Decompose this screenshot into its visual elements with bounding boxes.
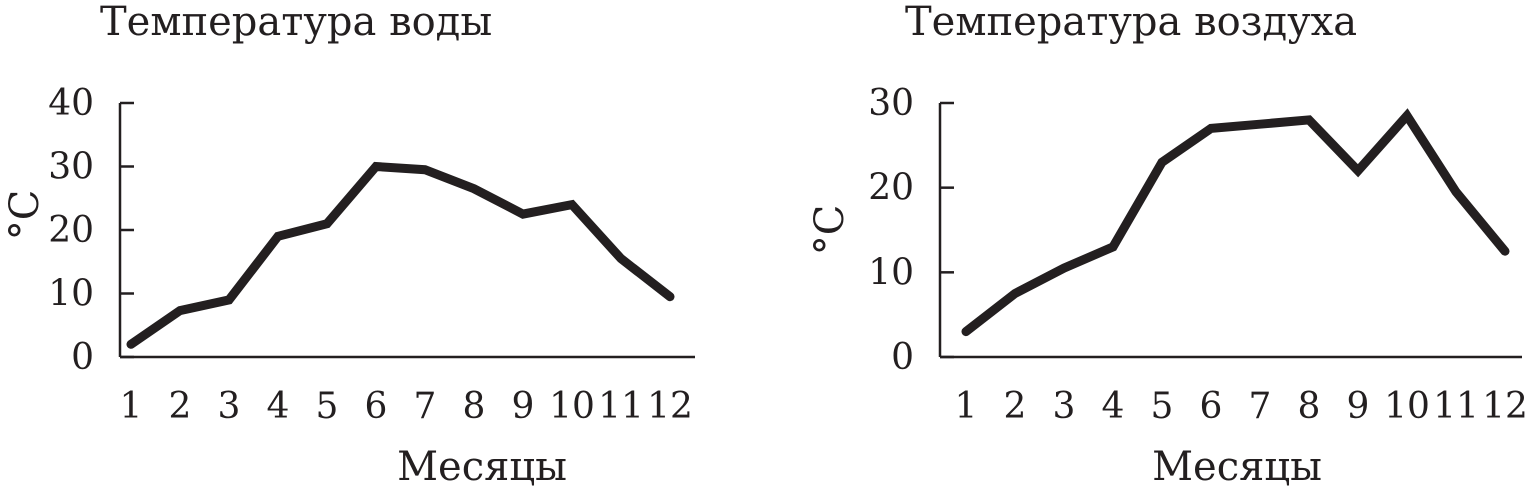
x-tick-label: 1 bbox=[955, 386, 978, 427]
x-tick-label: 3 bbox=[218, 386, 241, 427]
x-tick-label: 6 bbox=[365, 386, 388, 427]
x-tick-label: 5 bbox=[1151, 386, 1174, 427]
y-tick-label: 10 bbox=[48, 274, 94, 315]
x-tick-label: 12 bbox=[647, 386, 693, 427]
y-tick-label: 30 bbox=[868, 83, 914, 124]
x-tick-label: 9 bbox=[512, 386, 535, 427]
y-tick-label: 20 bbox=[48, 210, 94, 251]
y-tick-label: 30 bbox=[48, 147, 94, 188]
x-tick-label: 1 bbox=[120, 386, 143, 427]
y-axis-label: °C bbox=[807, 205, 853, 256]
x-tick-label: 11 bbox=[1433, 386, 1479, 427]
x-axis-label: Месяцы bbox=[397, 444, 567, 490]
x-tick-label: 2 bbox=[169, 386, 192, 427]
y-tick-label: 20 bbox=[868, 168, 914, 209]
x-axis-label: Месяцы bbox=[1152, 444, 1322, 490]
chart-title: Температура воздуха bbox=[905, 0, 1357, 45]
series-line bbox=[961, 108, 1510, 337]
x-tick-label: 4 bbox=[267, 386, 290, 427]
x-tick-label: 9 bbox=[1347, 386, 1370, 427]
y-tick-label: 0 bbox=[71, 337, 94, 378]
y-axis-label: °C bbox=[2, 190, 48, 241]
x-tick-label: 8 bbox=[463, 386, 486, 427]
x-tick-label: 7 bbox=[414, 386, 437, 427]
x-tick-label: 10 bbox=[549, 386, 595, 427]
x-tick-label: 3 bbox=[1053, 386, 1076, 427]
series-line bbox=[126, 161, 675, 349]
x-tick-label: 8 bbox=[1298, 386, 1321, 427]
x-tick-label: 7 bbox=[1249, 386, 1272, 427]
x-tick-label: 11 bbox=[598, 386, 644, 427]
x-tick-label: 4 bbox=[1102, 386, 1125, 427]
y-tick-label: 40 bbox=[48, 83, 94, 124]
x-tick-label: 10 bbox=[1384, 386, 1430, 427]
y-tick-label: 10 bbox=[868, 252, 914, 293]
x-tick-label: 2 bbox=[1004, 386, 1027, 427]
x-tick-label: 5 bbox=[316, 386, 339, 427]
x-tick-label: 6 bbox=[1200, 386, 1223, 427]
y-tick-label: 0 bbox=[891, 337, 914, 378]
x-tick-label: 12 bbox=[1482, 386, 1528, 427]
chart-title: Температура воды bbox=[100, 0, 492, 45]
